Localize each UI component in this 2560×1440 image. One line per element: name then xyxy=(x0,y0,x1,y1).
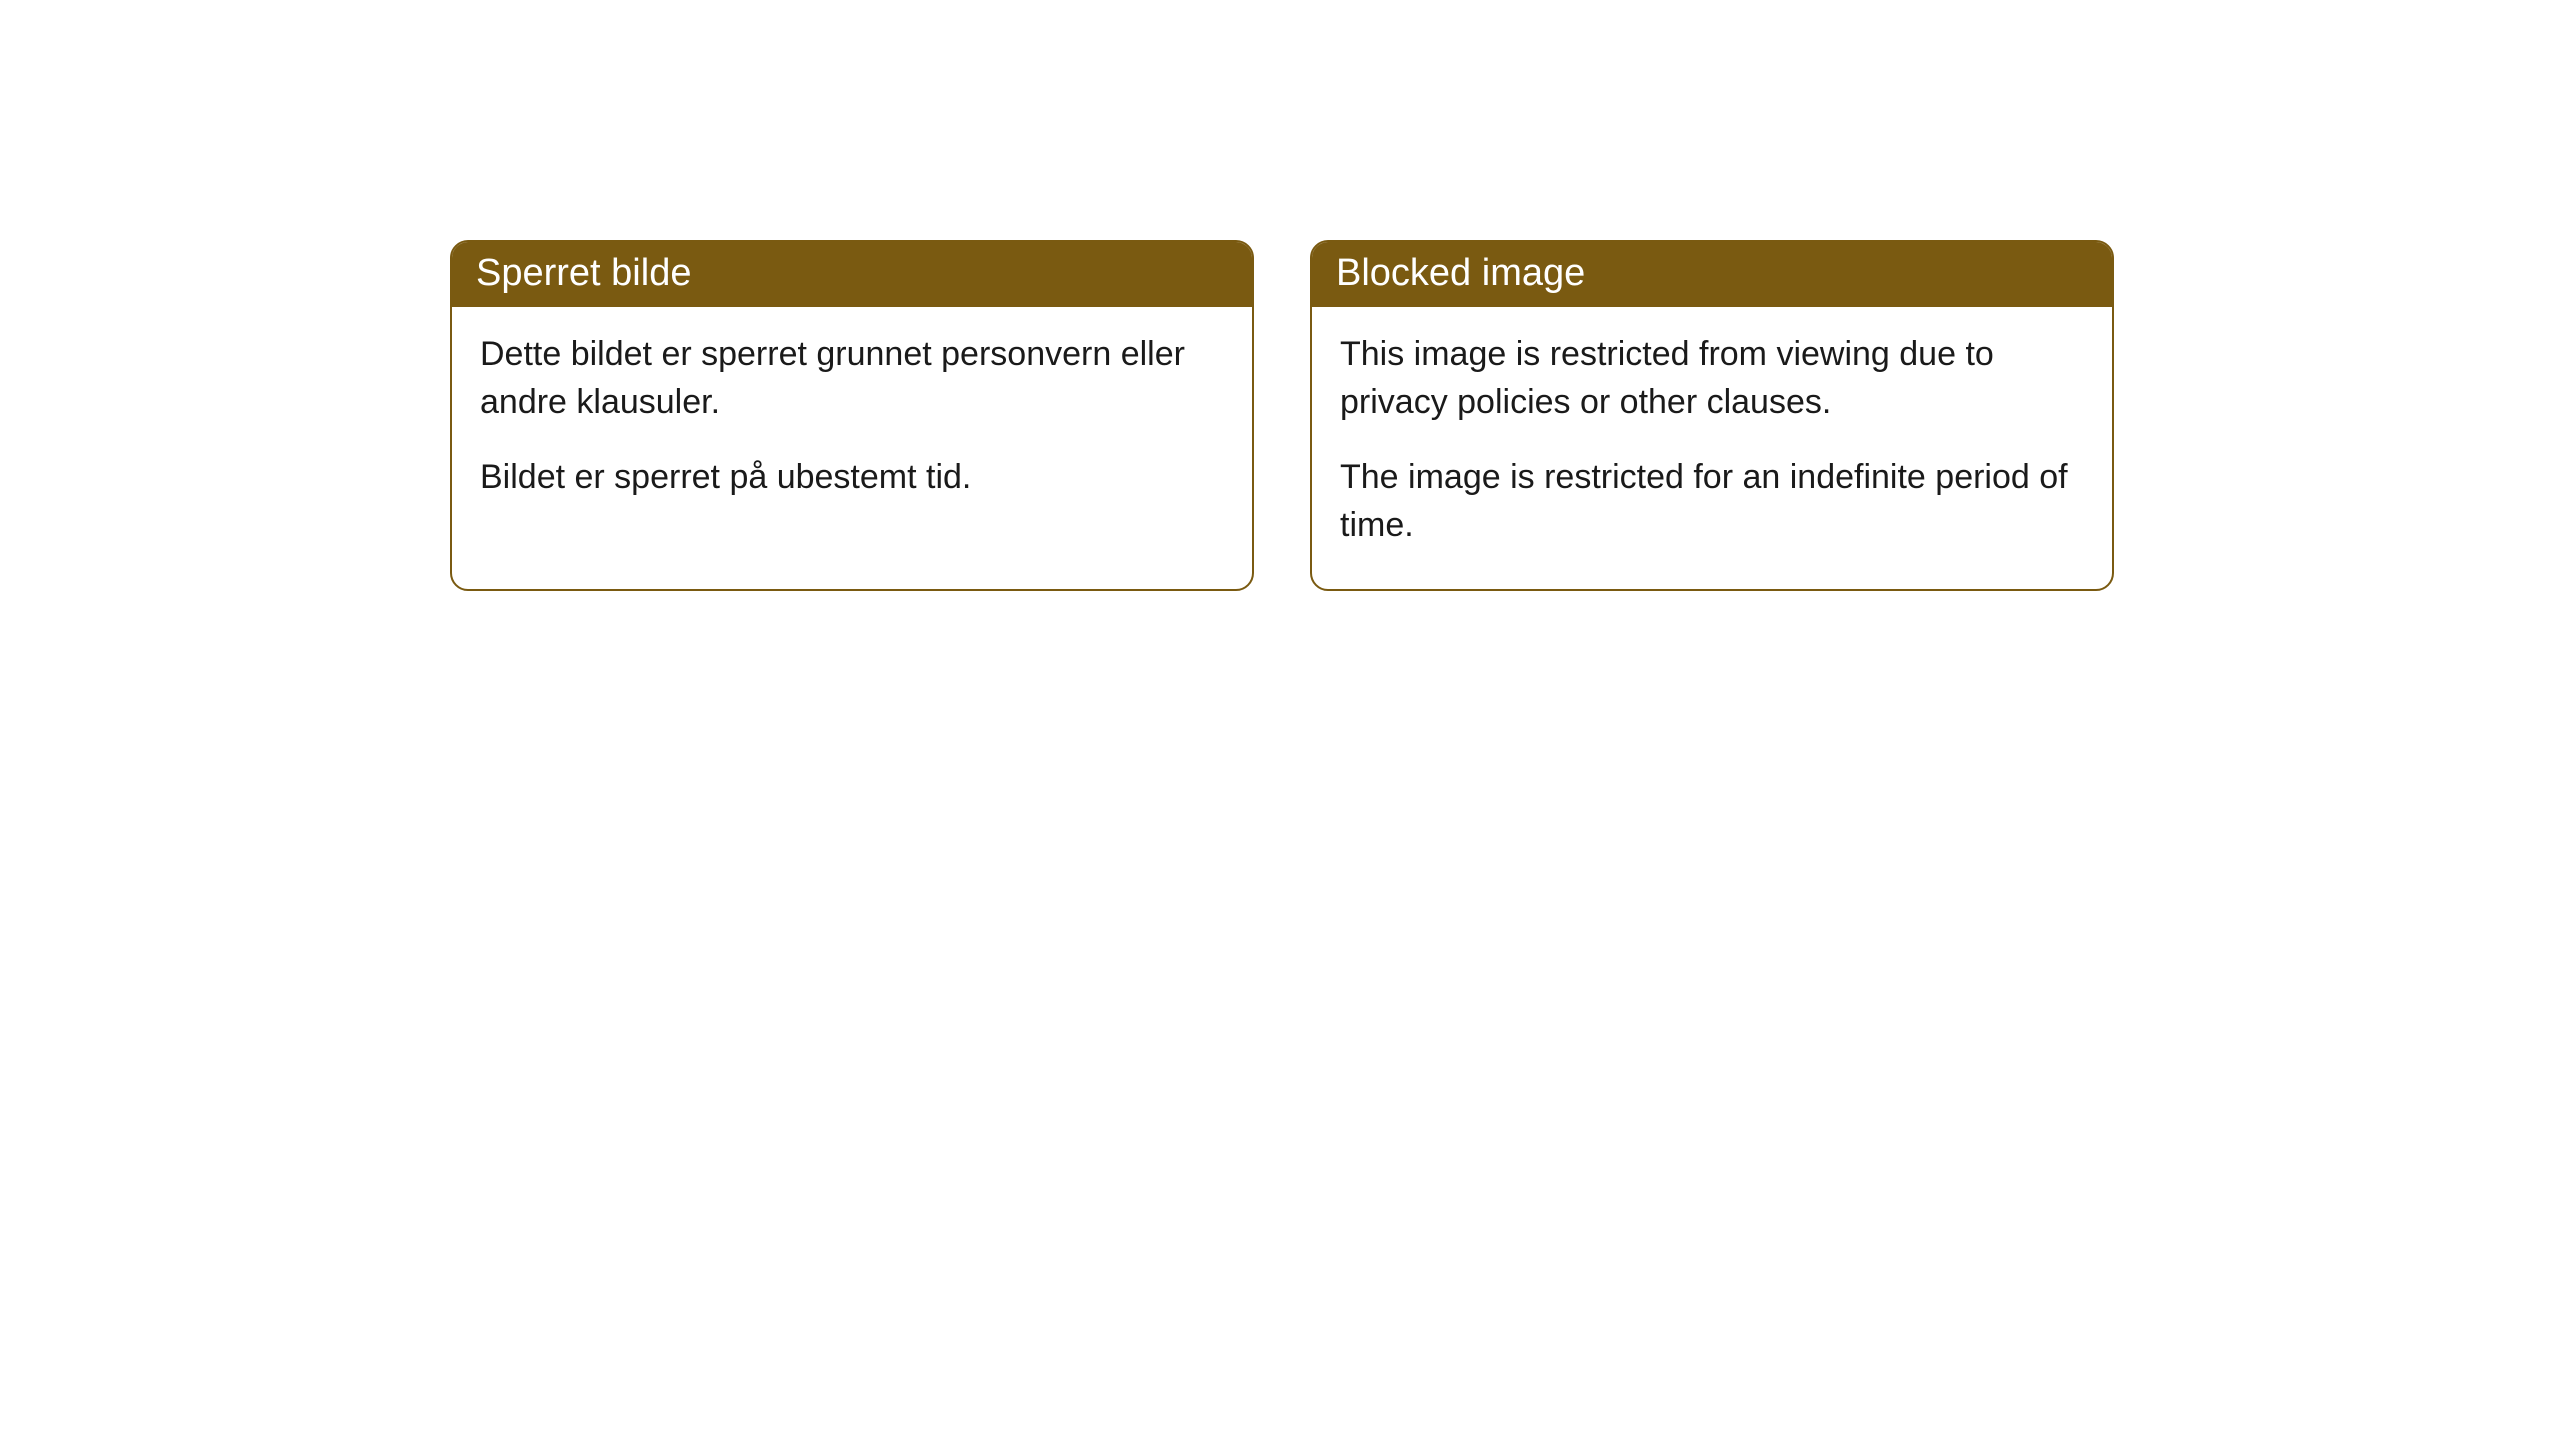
card-title: Sperret bilde xyxy=(476,252,691,294)
card-header: Sperret bilde xyxy=(452,242,1252,307)
notice-card-english: Blocked image This image is restricted f… xyxy=(1310,240,2114,591)
card-paragraph-1: This image is restricted from viewing du… xyxy=(1340,331,2084,426)
card-body: This image is restricted from viewing du… xyxy=(1312,307,2112,589)
notice-cards-container: Sperret bilde Dette bildet er sperret gr… xyxy=(450,240,2114,591)
card-body: Dette bildet er sperret grunnet personve… xyxy=(452,307,1252,542)
card-paragraph-2: The image is restricted for an indefinit… xyxy=(1340,454,2084,549)
card-title: Blocked image xyxy=(1336,252,1585,294)
card-paragraph-2: Bildet er sperret på ubestemt tid. xyxy=(480,454,1224,502)
card-paragraph-1: Dette bildet er sperret grunnet personve… xyxy=(480,331,1224,426)
notice-card-norwegian: Sperret bilde Dette bildet er sperret gr… xyxy=(450,240,1254,591)
card-header: Blocked image xyxy=(1312,242,2112,307)
